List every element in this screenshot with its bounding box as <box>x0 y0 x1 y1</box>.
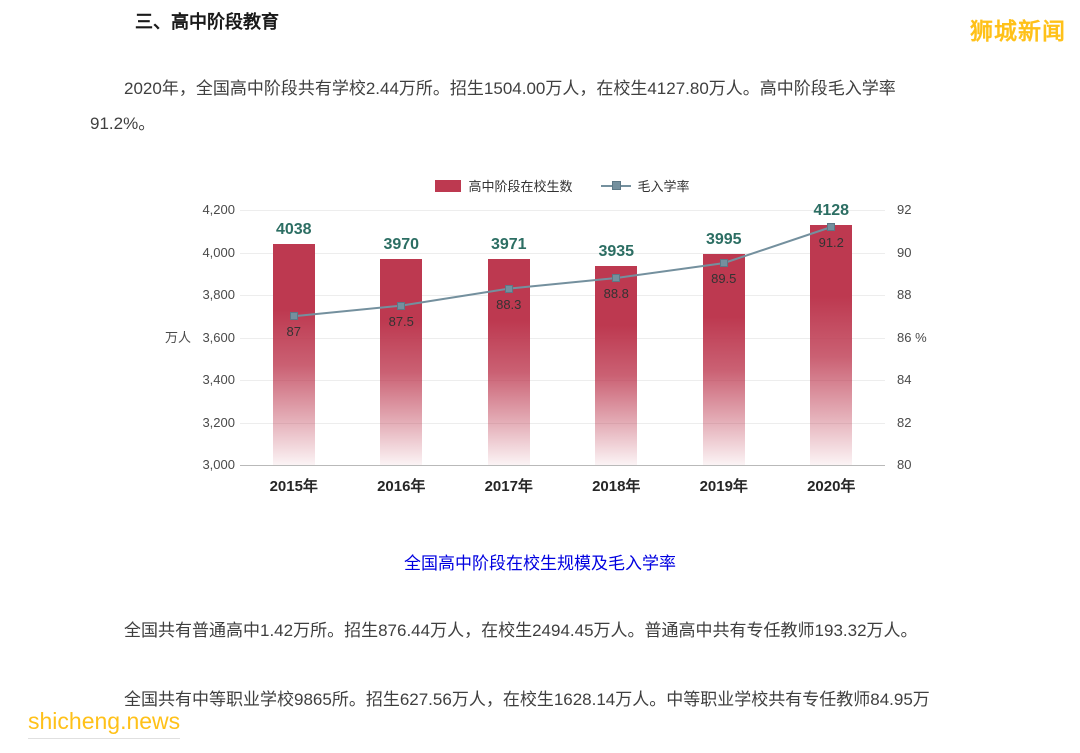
x-axis-label: 2020年 <box>807 478 856 495</box>
y-axis-tick-label-right: 92 <box>897 202 912 217</box>
x-axis-label: 2019年 <box>699 478 748 495</box>
bar-value-label: 3935 <box>598 243 635 261</box>
gridline <box>240 252 885 254</box>
bar <box>272 244 315 465</box>
y-axis-tick-label-left: 3,000 <box>202 457 235 472</box>
y-axis-tick-label-left: 3,800 <box>202 287 235 302</box>
y-axis-tick-label-right: 84 <box>897 372 912 387</box>
y-axis-tick-label-left: 4,000 <box>202 244 235 260</box>
y-axis-tick-label-left: 3,400 <box>202 372 235 387</box>
bar <box>810 225 853 465</box>
gridline <box>240 465 885 466</box>
bar <box>380 258 423 465</box>
paragraph-vocational-school: 全国共有中等职业学校9865所。招生627.56万人，在校生1628.14万人。… <box>124 690 930 709</box>
line-point-label: 88.8 <box>603 286 629 301</box>
bar-value-label: 3971 <box>490 235 527 253</box>
line-marker-swatch <box>611 181 621 190</box>
bar-series-swatch <box>435 179 462 192</box>
line-marker <box>827 223 836 231</box>
gridline <box>240 422 885 424</box>
line-point-label: 87.5 <box>388 313 414 329</box>
domain-watermark: shicheng.news <box>28 708 181 739</box>
paragraph-intro-line2: 91.2%。 <box>90 114 156 133</box>
x-axis-label: 2015年 <box>269 478 318 495</box>
site-watermark: 狮城新闻 <box>970 18 1066 44</box>
y-axis-tick-label-right: 80 <box>897 457 912 472</box>
line-series-label: 毛入学率 <box>637 179 690 194</box>
y-axis-tick-label-left: 3,600 <box>202 329 235 345</box>
bar-value-label: 3970 <box>383 235 420 253</box>
left-axis-unit-label: 万人 <box>164 329 191 345</box>
legend-item-line-series: 毛入学率 <box>600 176 690 195</box>
gridline <box>240 295 885 296</box>
y-axis-tick-label-left: 4,200 <box>202 202 235 217</box>
line-point-label: 87 <box>286 324 301 340</box>
line-marker <box>612 274 621 282</box>
bar-value-label: 3995 <box>705 230 742 248</box>
bar-value-label: 4038 <box>275 221 312 239</box>
bar-series-label: 高中阶段在校生数 <box>468 179 573 194</box>
line-marker <box>397 301 406 310</box>
x-axis-label: 2017年 <box>484 478 533 495</box>
y-axis-tick-label-right: 88 <box>897 287 912 302</box>
paragraph-regular-high-school: 全国共有普通高中1.42万所。招生876.44万人，在校生2494.45万人。普… <box>124 621 918 640</box>
legend-item-bar-series: 高中阶段在校生数 <box>435 176 573 195</box>
chart-figure: 高中阶段在校生数 毛入学率 4,200 4,000 3,800 3,600 万人 3,40… <box>165 172 930 507</box>
y-axis-tick-label-right: 90 <box>897 244 912 260</box>
line-marker <box>289 312 298 321</box>
line-point-label: 91.2 <box>818 235 844 250</box>
y-axis-tick-label-right: 86 % <box>897 329 927 345</box>
chart-plot: 4,200 4,000 3,800 3,600 万人 3,400 3,200 3,000 92 9… <box>165 172 930 507</box>
x-axis-label: 2018年 <box>592 478 641 495</box>
gridline <box>240 337 885 339</box>
section-heading: 三、高中阶段教育 <box>135 12 279 32</box>
paragraph-intro-line1: 2020年，全国高中阶段共有学校2.44万所。招生1504.00万人，在校生41… <box>124 79 896 98</box>
y-axis-tick-label-right: 82 <box>897 414 912 430</box>
y-axis-tick-label-left: 3,200 <box>202 414 235 430</box>
gridline <box>240 210 885 211</box>
gridline <box>240 380 885 381</box>
line-marker <box>504 284 513 293</box>
chart-legend: 高中阶段在校生数 毛入学率 <box>240 176 885 195</box>
line-point-label: 89.5 <box>711 271 737 287</box>
line-point-label: 88.3 <box>496 296 522 312</box>
line-series-swatch <box>600 181 631 190</box>
line-marker <box>719 259 728 268</box>
x-axis-label: 2016年 <box>377 478 426 495</box>
chart-caption: 全国高中阶段在校生规模及毛入学率 <box>404 554 676 573</box>
bar-value-label: 4128 <box>813 202 850 220</box>
